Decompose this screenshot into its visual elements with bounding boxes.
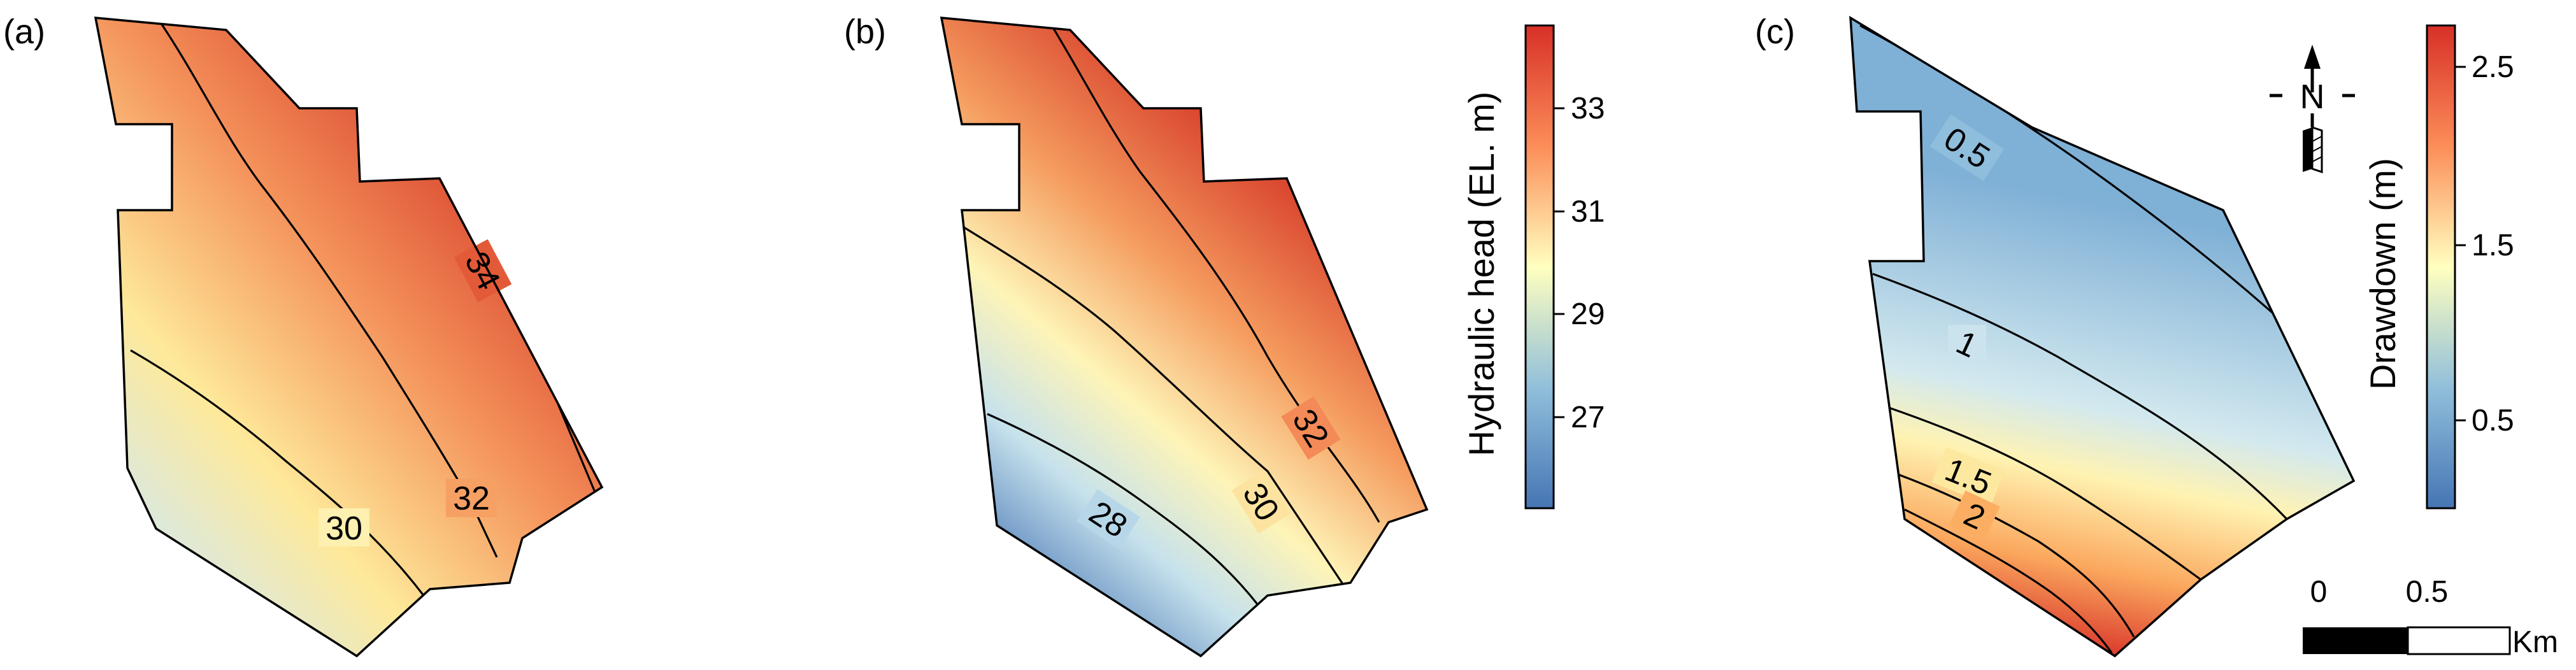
hydraulic-head-colorbar: Hydraulic head (EL. m) 33 31 29 27 [1461,24,1605,510]
drawdown-colorbar-ramp [2426,24,2456,510]
scale-bar-label-start: 0 [2310,575,2328,609]
contour-label-32: 32 [453,480,490,517]
contour-label-bg-30 [318,508,369,546]
contour-line-1.5 [1888,406,2201,581]
contour-label-bg-32 [446,479,497,517]
north-arrow-tail-dark [2303,127,2312,172]
panel-a: (a) 34 32 30 [3,13,604,658]
north-arrow-head [2304,45,2321,69]
contour-line-1 [1872,273,2288,520]
contour-label-bg-1 [1948,325,1986,363]
north-arrow-label: N [2300,78,2325,116]
drawdown-colorbar-title: Drawdown (m) [2363,158,2403,390]
north-arrow: N [2270,45,2355,174]
drawdown-colorbar: Drawdown (m) 2.5 1.5 0.5 [2363,24,2514,510]
hydraulic-head-colorbar-title: Hydraulic head (EL. m) [1461,92,1501,457]
panel-a-fill [96,18,602,656]
contour-line-30 [130,349,425,596]
contour-label-bg-28-b [1077,489,1140,549]
north-arrow-hatch [2312,136,2322,142]
colorbar-tick-label: 33 [1571,92,1605,125]
contour-label-bg-1.5 [1931,446,2005,506]
contour-label-30: 30 [326,510,362,547]
north-arrow-hatch [2312,146,2322,152]
contour-line-30-b [961,225,1345,587]
scale-bar-segment-light [2407,626,2511,655]
contour-line-32-b [1047,18,1380,523]
north-arrow-hatch [2312,156,2322,162]
scale-bar-label-end: 0.5 [2406,575,2449,609]
contour-line-2 [1898,473,2135,638]
scale-bar: 0 0.5 Km [2303,575,2558,659]
scale-bar-unit: Km [2512,625,2558,659]
colorbar-tick-label: 0.5 [2472,404,2514,438]
contour-label-bg-30-b [1231,470,1291,534]
colorbar-tick-label: 2.5 [2472,50,2514,84]
panel-c-fill [1850,18,2354,656]
panel-b-outline [940,17,1429,658]
panel-c-label: (c) [1755,13,1795,51]
panel-b-label: (b) [844,13,886,51]
colorbar-tick-label: 1.5 [2472,229,2514,262]
contour-label-bg-32-b [1281,396,1341,460]
scale-bar-segment-dark [2303,627,2408,654]
contour-line-32 [155,18,498,558]
panel-c-outline [1849,15,2356,658]
panel-b: (b) 32 30 28 [844,13,1429,658]
colorbar-tick-label: 29 [1571,297,1605,331]
panel-c: (c) 0.5 1 1.5 2 [1755,13,2356,658]
contour-label-bg-2 [1949,490,2000,541]
panel-b-fill [941,18,1427,656]
contour-label-bg-0.5 [1929,114,2005,182]
contour-line-28-b [987,413,1259,606]
panel-a-label: (a) [3,13,45,51]
hydraulic-head-colorbar-ramp [1524,24,1555,510]
panel-a-outline [94,17,604,658]
colorbar-tick-label: 27 [1571,401,1605,434]
colorbar-tick-label: 31 [1571,195,1605,229]
contour-line-2.5 [1904,508,2113,653]
